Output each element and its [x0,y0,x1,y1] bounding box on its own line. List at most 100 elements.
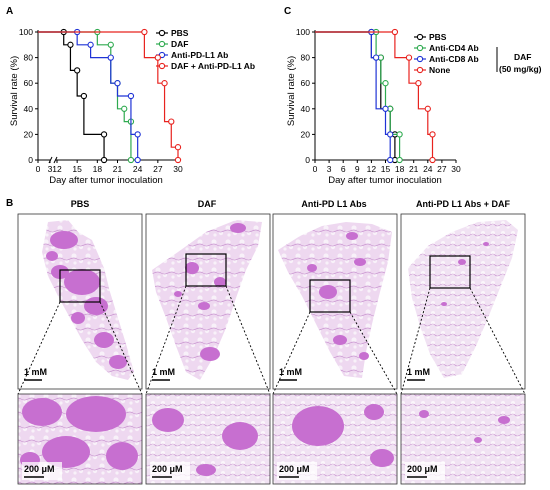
series-marker-3 [405,54,413,61]
lung-section-daf [152,220,262,380]
series-marker-0 [80,92,88,100]
scale-label-bottom-daf: 200 μM [152,464,183,474]
legend-swatch-marker [416,55,424,63]
legend-swatch-marker [416,66,424,74]
series-marker-0 [100,156,108,164]
x-tick-label: 12 [52,164,62,174]
lung-section-anti-pdl1 [278,222,392,378]
x-tick-label: 3 [48,164,53,174]
zoom-panel-anti-pdl1 [272,393,398,485]
series-marker-0 [100,131,108,138]
zoom-box-combo [429,255,471,289]
y-tick-label: 60 [24,78,34,88]
series-marker-3 [161,80,168,87]
legend-label: DAF [171,39,188,49]
series-line-2 [38,31,139,160]
series-marker-1 [127,156,135,164]
histology-panel: PBS DAF Anti-PD L1 Abs Anti-PD L1 Abs + … [17,199,526,485]
survival-chart-a: Survival rate (%) Day after tumor inocul… [9,27,255,186]
zoom-box-pbs [59,269,101,303]
series-marker-2 [387,156,394,164]
y-tick-label: 0 [305,155,310,165]
x-tick-label: 24 [133,164,143,174]
series-marker-2 [87,41,94,48]
y-tick-label: 100 [19,27,33,37]
x-tick-label: 3 [327,164,332,174]
series-marker-3 [141,28,148,36]
x-axis-label-a: Day after tumor inoculation [49,175,163,186]
series-marker-3 [154,54,161,61]
y-axis-label-a: Survival rate (%) [9,56,20,126]
legend-label: Anti-CD8 Ab [429,54,479,64]
x-tick-label: 24 [423,164,433,174]
y-tick-label: 0 [28,155,33,165]
series-marker-2 [114,80,121,87]
series-marker-1 [396,131,403,138]
y-tick-label: 20 [301,129,311,139]
scale-label-bottom-anti-pdl1: 200 μM [279,464,310,474]
panel-label-b: B [6,198,13,209]
survival-chart-c: Survival rate (%) Day after tumor inocul… [286,27,542,186]
x-tick-label: 27 [437,164,447,174]
legend-label: Anti-CD4 Ab [429,43,479,53]
scale-label-bottom-pbs: 200 μM [24,464,55,474]
legend-swatch-marker [416,33,424,41]
x-tick-label: 0 [36,164,41,174]
zoom-projection-lines [17,285,526,395]
histology-title-anti-pdl1: Anti-PD L1 Abs [301,199,366,209]
y-tick-label: 100 [296,27,310,37]
x-tick-label: 21 [113,164,123,174]
series-line-1 [315,31,401,160]
y-tick-label: 80 [24,53,34,63]
series-marker-2 [387,131,394,138]
lung-section-combo [408,220,518,378]
series-line-3 [315,31,434,160]
x-tick-label: 9 [355,164,360,174]
y-tick-label: 40 [24,104,34,114]
y-tick-label: 40 [301,104,311,114]
series-marker-1 [121,105,128,112]
legend-swatch-marker [158,62,166,70]
series-marker-2 [382,105,389,112]
series-marker-0 [74,67,81,74]
histology-title-daf: DAF [198,199,217,209]
legend-label: DAF + Anti-PD-L1 Ab [171,61,255,71]
series-line-0 [38,31,105,160]
series-marker-2 [134,156,141,164]
series-marker-3 [168,118,175,125]
legend-label: Anti-PD-L1 Ab [171,50,228,60]
x-tick-label: 12 [367,164,377,174]
series-marker-3 [429,156,436,164]
scale-label-top-daf: 1 mM [152,367,175,377]
scale-label-top-anti-pdl1: 1 mM [279,367,302,377]
legend-group-label: DAF [514,52,531,62]
x-tick-label: 21 [409,164,419,174]
series-marker-2 [134,131,141,138]
series-marker-3 [391,28,399,36]
scale-label-top-pbs: 1 mM [24,367,47,377]
zoom-box-daf [185,253,227,287]
y-axis-label-c: Survival rate (%) [286,56,297,126]
x-tick-label: 27 [153,164,163,174]
scale-label-top-combo: 1 mM [407,367,430,377]
histology-title-pbs: PBS [71,199,90,209]
series-marker-3 [174,156,182,164]
x-tick-label: 18 [93,164,103,174]
x-tick-label: 15 [381,164,391,174]
legend-label: PBS [429,32,447,42]
axis-break-gap [51,157,55,163]
series-line-0 [315,31,396,160]
legend-label: PBS [171,28,189,38]
x-tick-label: 6 [341,164,346,174]
series-marker-2 [127,92,135,100]
series-line-3 [38,31,179,160]
x-tick-label: 0 [313,164,318,174]
legend-swatch-marker [158,40,166,48]
scale-label-bottom-combo: 200 μM [407,464,438,474]
series-line-2 [315,31,391,160]
y-tick-label: 80 [301,53,311,63]
lung-section-pbs [42,220,134,380]
series-marker-2 [372,54,380,61]
series-marker-1 [107,41,114,48]
